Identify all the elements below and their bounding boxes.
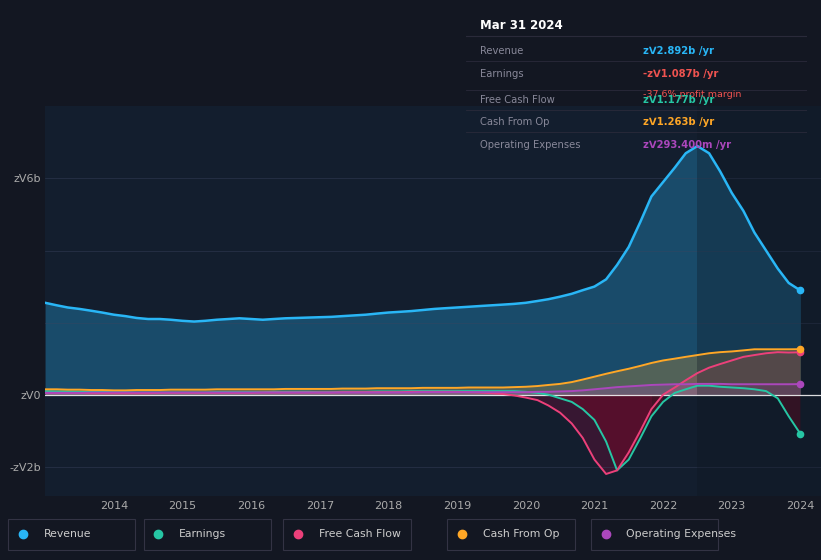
Text: Revenue: Revenue bbox=[44, 529, 91, 539]
Text: -zᐯ1.087b /yr: -zᐯ1.087b /yr bbox=[644, 69, 719, 79]
Text: zᐯ1.177b /yr: zᐯ1.177b /yr bbox=[644, 95, 715, 105]
Text: Operating Expenses: Operating Expenses bbox=[480, 140, 580, 150]
Text: Earnings: Earnings bbox=[480, 69, 524, 79]
Text: zᐯ1.263b /yr: zᐯ1.263b /yr bbox=[644, 117, 715, 127]
Text: -37.6% profit margin: -37.6% profit margin bbox=[644, 90, 742, 99]
Text: Cash From Op: Cash From Op bbox=[480, 117, 549, 127]
Text: zᐯ293.400m /yr: zᐯ293.400m /yr bbox=[644, 140, 732, 150]
Text: Free Cash Flow: Free Cash Flow bbox=[480, 95, 555, 105]
Text: Operating Expenses: Operating Expenses bbox=[626, 529, 736, 539]
Text: Free Cash Flow: Free Cash Flow bbox=[319, 529, 401, 539]
Text: Mar 31 2024: Mar 31 2024 bbox=[480, 19, 562, 32]
Text: zᐯ2.892b /yr: zᐯ2.892b /yr bbox=[644, 46, 714, 56]
Text: Earnings: Earnings bbox=[179, 529, 226, 539]
Text: Cash From Op: Cash From Op bbox=[483, 529, 559, 539]
Text: Revenue: Revenue bbox=[480, 46, 523, 56]
